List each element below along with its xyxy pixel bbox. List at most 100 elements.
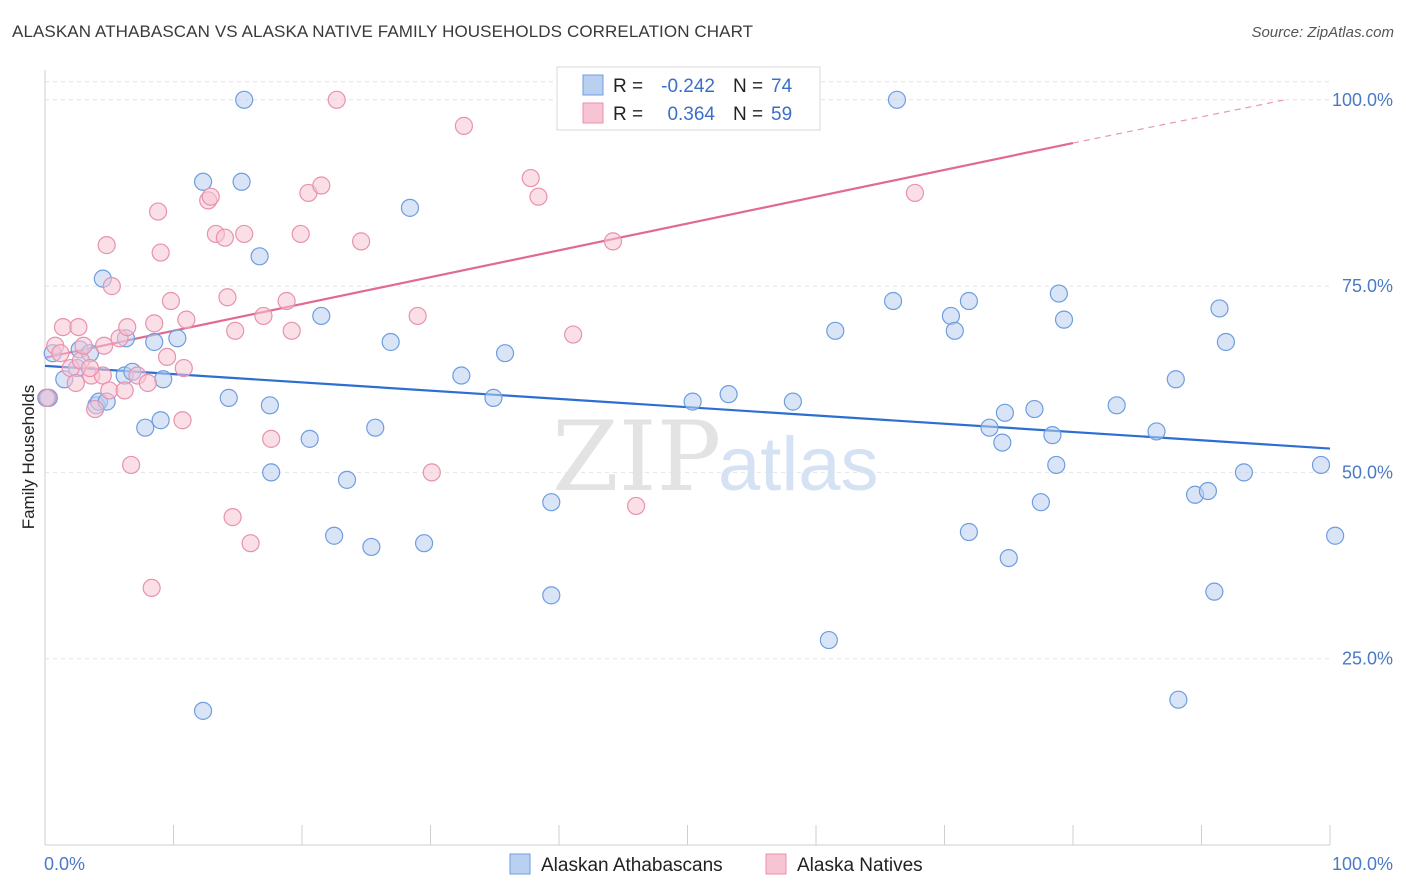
- data-point-athabascan: [1326, 526, 1345, 545]
- y-tick-label: 75.0%: [1342, 276, 1393, 296]
- data-point-native: [327, 90, 346, 109]
- legend-n-label: N =: [733, 76, 763, 97]
- y-tick-label: 25.0%: [1342, 649, 1393, 669]
- data-point-athabascan: [826, 321, 845, 340]
- data-point-athabascan: [959, 291, 979, 311]
- data-point-athabascan: [1169, 690, 1188, 709]
- data-point-athabascan: [145, 332, 164, 352]
- data-point-native: [173, 411, 192, 430]
- legend-r-label: R =: [613, 104, 643, 125]
- data-point-native: [262, 429, 281, 448]
- watermark-zip: ZIP: [552, 401, 721, 513]
- data-point-athabascan: [1049, 284, 1068, 303]
- y-tick-label: 100.0%: [1332, 90, 1393, 110]
- legend-swatch-natives: [582, 102, 604, 124]
- data-point-native: [603, 232, 623, 251]
- data-point-native: [215, 228, 234, 247]
- legend-swatch-athabascan: [509, 853, 531, 875]
- data-point-athabascan: [1205, 582, 1224, 601]
- data-point-athabascan: [819, 630, 838, 650]
- x-tick-label: 100.0%: [1332, 854, 1393, 874]
- trend-line-native: [44, 141, 1074, 359]
- data-point-native: [53, 317, 73, 337]
- data-point-athabascan: [262, 463, 281, 482]
- data-point-native: [69, 317, 88, 337]
- data-point-native: [115, 381, 134, 400]
- data-point-athabascan: [168, 329, 187, 348]
- data-point-native: [118, 317, 137, 337]
- data-points: [37, 90, 1345, 720]
- data-point-native: [142, 578, 161, 598]
- data-point-native: [254, 306, 273, 326]
- data-point-athabascan: [193, 172, 213, 191]
- data-point-athabascan: [151, 411, 170, 430]
- data-point-native: [157, 347, 177, 366]
- data-point-native: [352, 232, 371, 251]
- data-point-native: [51, 344, 70, 363]
- data-point-native: [226, 321, 245, 340]
- correlation-legend: R = -0.242 N = 74 R = 0.364 N = 59: [556, 66, 821, 131]
- data-point-athabascan: [959, 522, 979, 542]
- data-point-athabascan: [1311, 455, 1331, 475]
- data-point-athabascan: [154, 370, 173, 389]
- data-point-athabascan: [414, 534, 434, 553]
- legend-swatch-natives: [765, 853, 787, 875]
- data-point-native: [174, 358, 193, 378]
- data-point-native: [422, 463, 441, 482]
- data-point-athabascan: [260, 396, 279, 415]
- data-point-native: [66, 373, 85, 393]
- data-point-athabascan: [312, 306, 331, 326]
- data-point-athabascan: [1147, 422, 1166, 441]
- data-point-athabascan: [452, 366, 471, 385]
- gridlines: [45, 81, 1330, 660]
- x-tick-labels: 0.0% 100.0%: [44, 854, 1393, 874]
- legend-r-value: 0.364: [667, 104, 715, 125]
- legend-n-value: 74: [771, 76, 793, 97]
- data-point-athabascan: [1047, 455, 1066, 475]
- data-point-athabascan: [1031, 493, 1050, 512]
- data-point-athabascan: [719, 385, 738, 404]
- data-point-athabascan: [300, 429, 319, 448]
- legend-swatch-athabascan: [582, 74, 604, 96]
- data-point-athabascan: [941, 306, 961, 326]
- data-point-athabascan: [366, 418, 385, 437]
- data-point-athabascan: [1054, 310, 1074, 329]
- data-point-native: [218, 288, 237, 307]
- x-tick-label: 0.0%: [44, 854, 85, 874]
- data-point-athabascan: [1234, 463, 1254, 482]
- data-point-athabascan: [495, 344, 515, 363]
- data-point-native: [201, 187, 220, 206]
- y-axis-label: Family Households: [19, 385, 38, 530]
- data-point-athabascan: [995, 403, 1014, 422]
- data-point-native: [138, 373, 157, 393]
- data-point-native: [100, 381, 119, 400]
- data-point-native: [148, 202, 168, 221]
- data-point-native: [241, 534, 260, 553]
- data-point-native: [277, 291, 296, 311]
- data-point-native: [80, 358, 100, 378]
- data-point-native: [564, 325, 583, 344]
- legend-series-natives: Alaska Natives: [797, 855, 923, 876]
- data-point-native: [235, 224, 254, 244]
- data-point-athabascan: [136, 418, 155, 437]
- data-point-native: [74, 336, 93, 355]
- watermark: ZIP atlas: [552, 401, 879, 513]
- legend-r-value: -0.242: [661, 76, 715, 97]
- legend-n-label: N =: [733, 104, 763, 125]
- data-point-athabascan: [783, 392, 802, 411]
- y-tick-label: 50.0%: [1342, 462, 1393, 482]
- trend-line-native-extension: [1072, 99, 1286, 144]
- data-point-native: [161, 291, 181, 311]
- data-point-native: [102, 277, 121, 296]
- data-point-athabascan: [337, 470, 357, 489]
- data-point-athabascan: [362, 537, 381, 557]
- legend-series-athabascan: Alaskan Athabascans: [541, 855, 723, 876]
- chart-title: ALASKAN ATHABASCAN VS ALASKA NATIVE FAMI…: [12, 22, 754, 41]
- data-point-athabascan: [325, 526, 344, 545]
- data-point-athabascan: [1216, 332, 1236, 352]
- data-point-athabascan: [1043, 426, 1062, 445]
- data-point-athabascan: [883, 291, 903, 311]
- data-point-native: [121, 455, 141, 475]
- data-point-athabascan: [250, 247, 269, 266]
